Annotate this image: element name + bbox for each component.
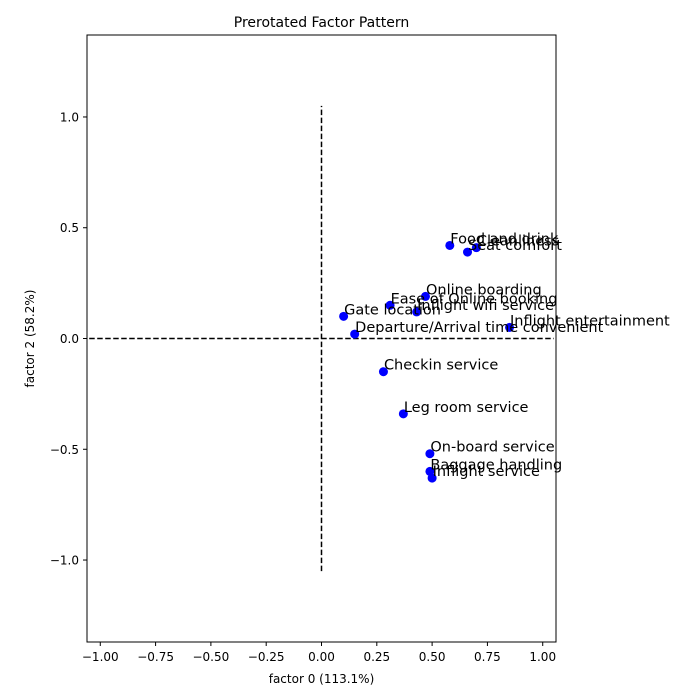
point-label-checkin-service: Checkin service <box>384 358 498 374</box>
x-tick-label: −0.75 <box>137 650 174 664</box>
data-point-ease-of-online-booking <box>385 300 395 310</box>
x-axis-label: factor 0 (113.1%) <box>269 672 375 686</box>
point-label-inflight-wifi-service: Inflight wifi service <box>417 298 554 314</box>
data-point-inflight-service <box>427 473 437 483</box>
x-tick-label: 0.25 <box>363 650 390 664</box>
point-label-cleanliness: Cleanliness <box>477 234 559 250</box>
x-tick-label: −1.00 <box>82 650 119 664</box>
data-point-departure-arrival-time-convenient <box>350 329 360 339</box>
x-tick-label: −0.25 <box>248 650 285 664</box>
point-label-on-board-service: On-board service <box>430 440 554 456</box>
point-label-inflight-entertainment: Inflight entertainment <box>510 313 670 329</box>
point-label-seat-comfort: Seat comfort <box>468 238 562 254</box>
point-label-baggage-handling: Baggage handling <box>430 457 562 473</box>
data-point-seat-comfort <box>463 247 473 257</box>
y-tick-label: −1.0 <box>50 554 79 568</box>
y-axis-ticks: −1.0 −0.5 0.0 0.5 1.0 <box>50 110 87 568</box>
y-axis-label: factor 2 (58.2%) <box>23 290 37 388</box>
chart-title: Prerotated Factor Pattern <box>234 15 409 31</box>
y-tick-label: 0.0 <box>60 332 79 346</box>
point-label-online-boarding: Online boarding <box>426 282 542 298</box>
data-point-on-board-service <box>425 449 435 459</box>
point-label-gate-location: Gate location <box>344 302 441 318</box>
x-tick-label: 0.50 <box>419 650 446 664</box>
point-label-departure-arrival-time-convenient: Departure/Arrival time convenient <box>355 320 603 336</box>
x-tick-label: 1.00 <box>529 650 556 664</box>
x-tick-label: −0.50 <box>192 650 229 664</box>
data-point-inflight-wifi-service <box>412 307 422 317</box>
y-tick-label: 0.5 <box>60 221 79 235</box>
data-point-gate-location <box>339 311 349 321</box>
data-point-checkin-service <box>378 367 388 377</box>
x-tick-label: 0.00 <box>308 650 335 664</box>
point-label-ease-of-online-booking: Ease of Online booking <box>391 291 558 307</box>
data-point-food-and-drink <box>445 240 455 250</box>
point-label-inflight-service: Inflight service <box>433 464 540 480</box>
data-point-cleanliness <box>471 243 481 253</box>
x-tick-label: 0.75 <box>474 650 501 664</box>
point-label-leg-room-service: Leg room service <box>404 400 529 416</box>
data-point-inflight-entertainment <box>505 322 515 332</box>
y-tick-label: −0.5 <box>50 443 79 457</box>
data-point-leg-room-service <box>398 409 408 419</box>
x-axis-ticks: −1.00 −0.75 −0.50 −0.25 0.00 0.25 0.50 0.75 1.00 <box>82 642 556 664</box>
y-tick-label: 1.0 <box>60 110 79 124</box>
data-point-online-boarding <box>420 291 430 301</box>
